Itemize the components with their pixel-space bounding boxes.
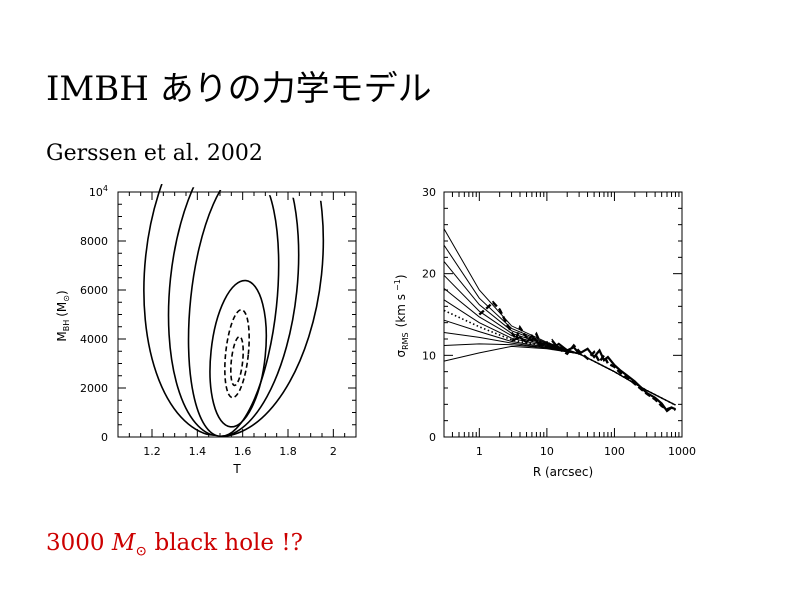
model-curve-11 bbox=[443, 345, 676, 406]
slide-title: IMBH ありの力学モデル bbox=[46, 69, 432, 109]
y-tick-label: 20 bbox=[422, 268, 436, 281]
contour-level-2 bbox=[224, 309, 250, 399]
model-curve-3 bbox=[443, 261, 676, 406]
x-tick-label: 1000 bbox=[668, 445, 696, 458]
dispersion-y-label-unit: (km s bbox=[394, 294, 408, 327]
dispersion-y-axis-label: σRMS (km s −1) bbox=[393, 274, 410, 357]
y-tick-label: 6000 bbox=[80, 284, 108, 297]
contour-plot-ticks bbox=[118, 192, 356, 438]
footer-number: 3000 bbox=[46, 530, 105, 556]
slide-footer: 3000 M⊙ black hole !? bbox=[46, 527, 303, 568]
contour-level-3 bbox=[209, 279, 268, 428]
contour-x-axis-label: T bbox=[232, 462, 241, 476]
y-top-tick-base: 10 bbox=[89, 186, 103, 199]
contour-y-label-unit-sub: ⊙ bbox=[62, 295, 71, 302]
x-tick-label: 1.2 bbox=[143, 445, 161, 458]
contour-lines bbox=[143, 180, 325, 438]
footer-text: black hole !? bbox=[154, 530, 303, 556]
model-curve-4 bbox=[443, 274, 676, 406]
contour-y-label-sub: BH bbox=[62, 320, 71, 332]
y-tick-label: 0 bbox=[429, 431, 436, 444]
y-top-tick-exp: 4 bbox=[103, 184, 108, 193]
y-tick-label: 10 bbox=[422, 349, 436, 362]
x-tick-label: 1.4 bbox=[189, 445, 207, 458]
y-tick-label: 30 bbox=[422, 186, 436, 199]
contour-y-axis-label: MBH (M⊙) bbox=[55, 290, 71, 341]
y-top-tick-label: 104 bbox=[89, 184, 108, 199]
contour-y-label-main: M bbox=[55, 331, 69, 341]
contour-plot: 1.2 1.4 1.6 1.8 2 0 2000 4000 6000 8000 104 T MBH (… bbox=[55, 180, 357, 476]
model-curve-7 bbox=[443, 309, 676, 406]
contour-y-label-unit-open: (M bbox=[55, 302, 69, 317]
y-tick-label: 2000 bbox=[80, 382, 108, 395]
model-curve-2 bbox=[443, 244, 676, 406]
dispersion-plot: 1 10 100 1000 0 10 20 30 R (arcsec) σRMS (km s −1… bbox=[393, 186, 696, 479]
y-tick-label: 4000 bbox=[80, 333, 108, 346]
dispersion-y-label-main: σ bbox=[394, 350, 408, 358]
dispersion-plot-frame bbox=[443, 191, 683, 438]
contour-level-4 bbox=[187, 180, 280, 438]
footer-sun-symbol: ⊙ bbox=[135, 543, 148, 560]
x-tick-label: 1.8 bbox=[279, 445, 297, 458]
x-tick-label: 1.6 bbox=[234, 445, 252, 458]
dispersion-y-label-sub: RMS bbox=[401, 332, 410, 350]
footer-mass-symbol: M bbox=[111, 530, 136, 556]
observed-solid-line bbox=[511, 333, 676, 413]
y-tick-label: 8000 bbox=[80, 235, 108, 248]
x-tick-label: 10 bbox=[540, 445, 554, 458]
slide-subtitle: Gerssen et al. 2002 bbox=[46, 141, 263, 166]
model-curve-8 bbox=[443, 319, 676, 406]
dispersion-y-label-exp: −1 bbox=[393, 279, 402, 291]
observed-profiles bbox=[478, 300, 677, 413]
dispersion-plot-tick-labels: 1 10 100 1000 0 10 20 30 bbox=[422, 186, 696, 458]
observed-dashed-line bbox=[478, 300, 677, 412]
contour-plot-frame bbox=[117, 191, 357, 438]
x-tick-label: 100 bbox=[604, 445, 625, 458]
contour-plot-tick-labels: 1.2 1.4 1.6 1.8 2 0 2000 4000 6000 8000 104 bbox=[80, 184, 337, 458]
contour-level-6 bbox=[143, 180, 325, 438]
y-tick-label: 0 bbox=[101, 431, 108, 444]
dispersion-plot-ticks bbox=[443, 191, 683, 438]
dispersion-x-axis-label: R (arcsec) bbox=[533, 465, 593, 479]
dispersion-y-label-close: ) bbox=[394, 274, 408, 279]
x-tick-label: 1 bbox=[476, 445, 483, 458]
model-curves bbox=[443, 228, 676, 406]
contour-level-1 bbox=[230, 335, 244, 387]
x-tick-label: 2 bbox=[330, 445, 337, 458]
contour-y-label-unit-close: ) bbox=[55, 290, 69, 295]
